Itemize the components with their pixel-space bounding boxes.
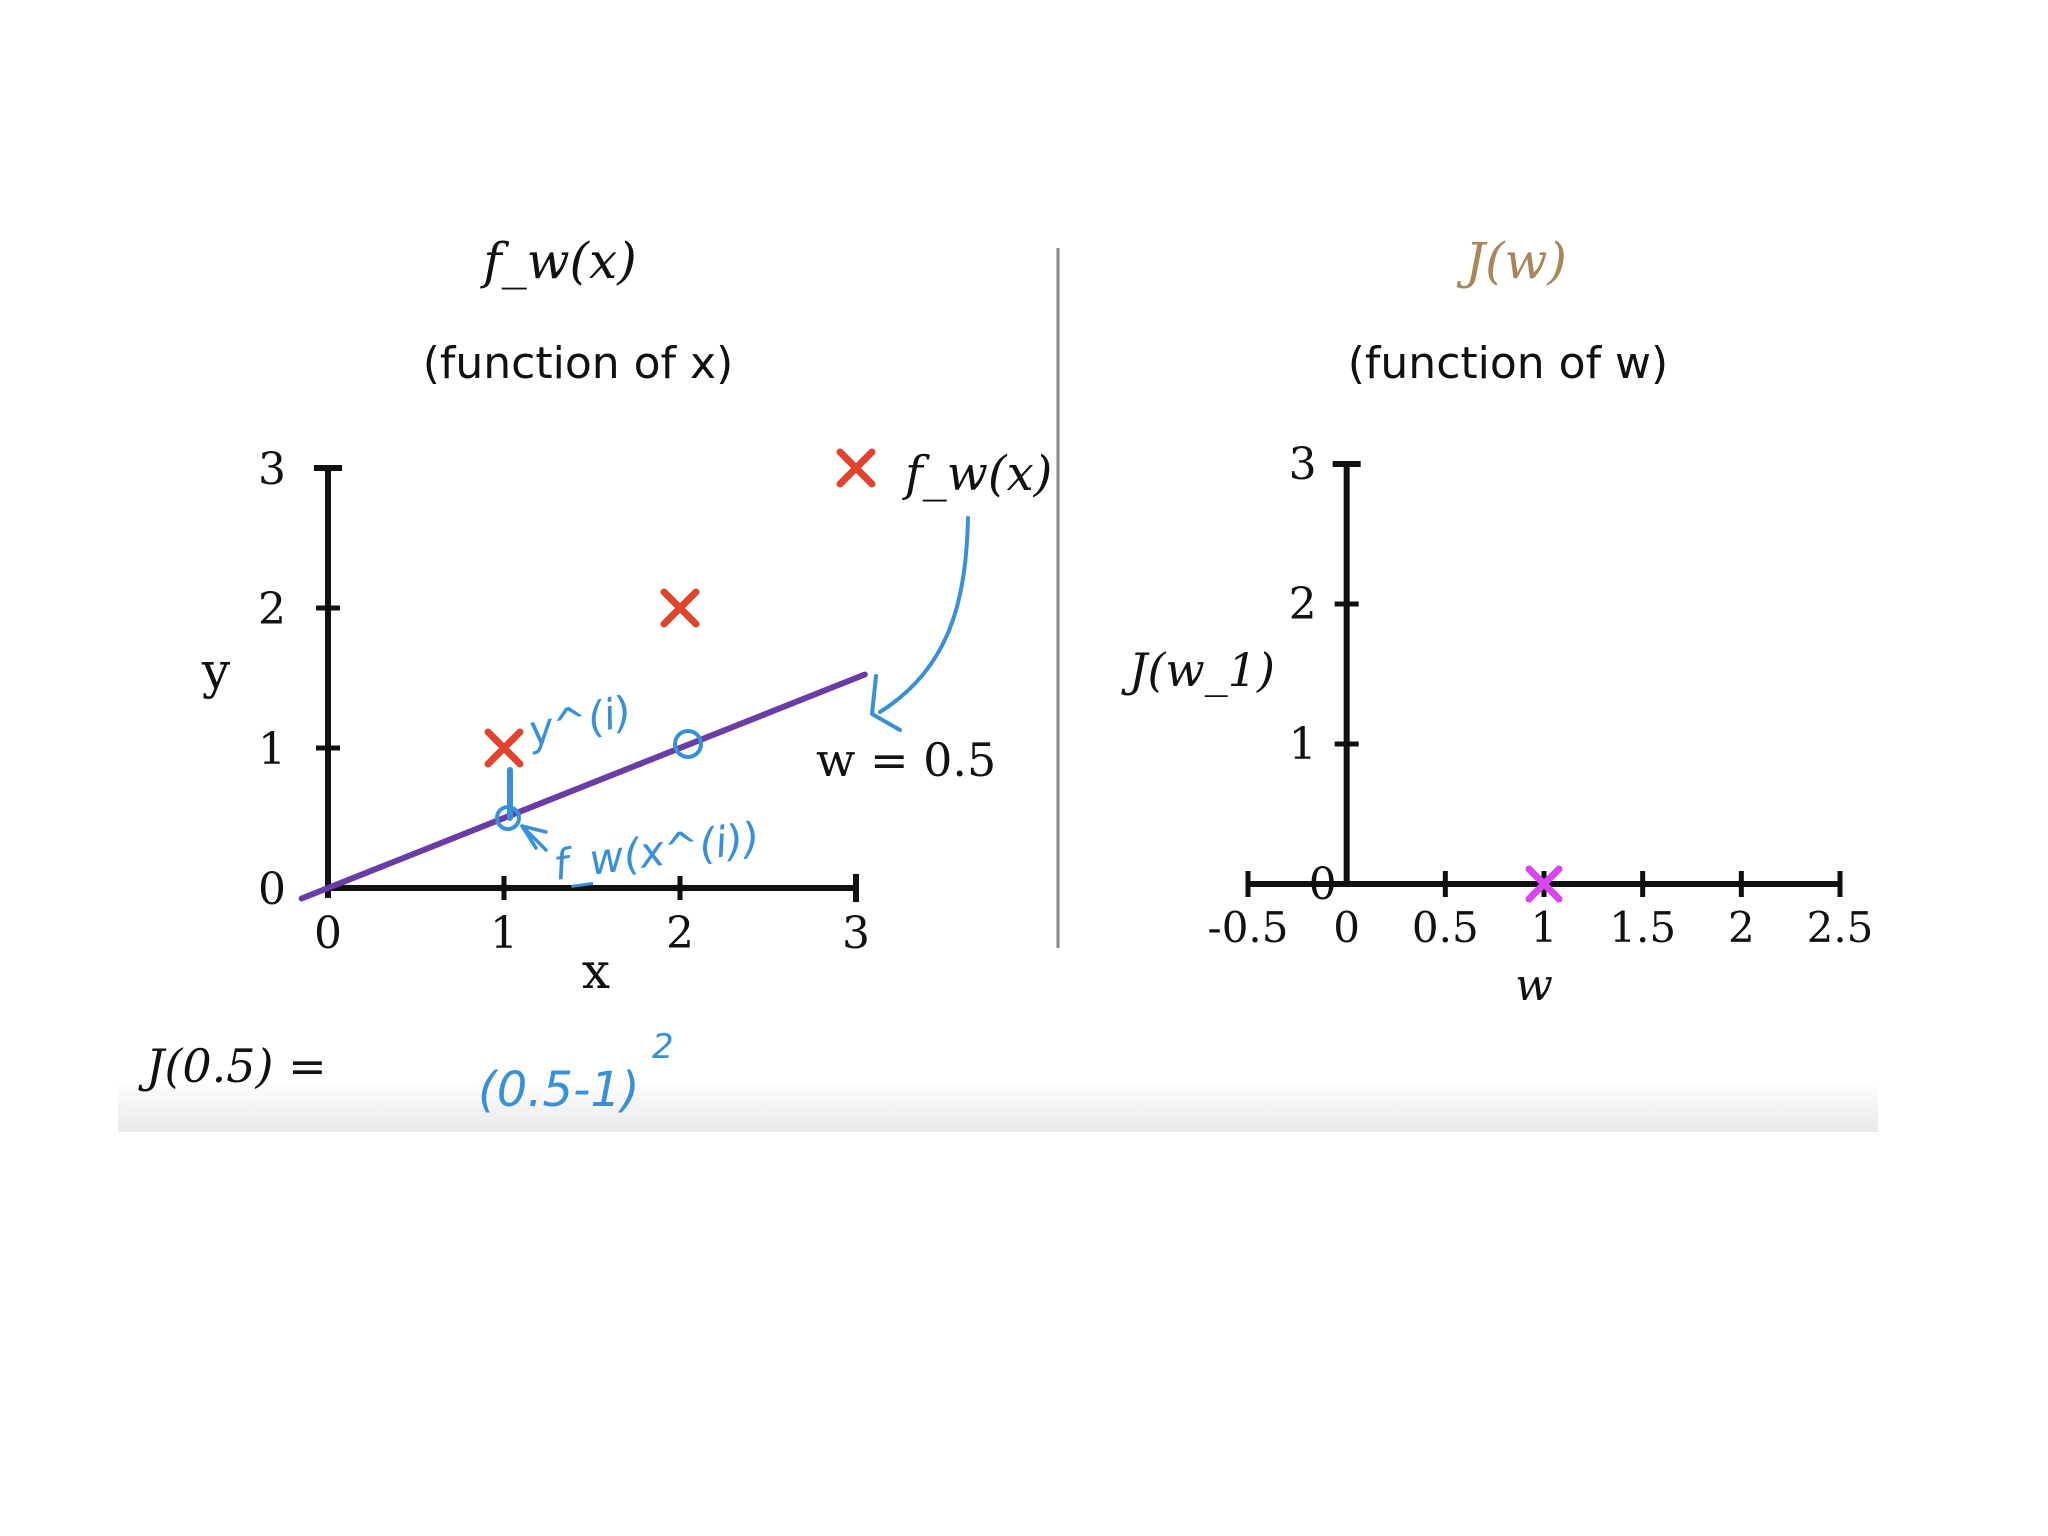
prediction-marker [495,805,521,831]
right-axes [1248,461,1840,887]
right-x-tick-label: 0.5 [1412,903,1479,952]
left-x-axis-label: x [582,942,610,1000]
fit-line-path [298,671,868,902]
data-point [1525,865,1563,903]
right-y-tick-label: 0 [1309,859,1337,910]
equation-exponent: 2 [652,1027,674,1067]
right-y-tick-label: 2 [1289,579,1317,630]
left-data-points [484,448,876,768]
fit-line [298,671,868,902]
left-x-tick-label: 3 [842,908,870,959]
left-axes [314,465,859,902]
y-i-label: y^(i) [522,686,636,756]
right-chart-title: J(w) [1456,232,1567,290]
right-x-tick-label: 2.5 [1807,903,1874,952]
data-point [660,588,700,628]
left-chart: f_w(x) (function of x) 0 1 2 3 0 1 2 3 x y f_w(… [201,232,1053,1000]
left-y-tick-label: 1 [258,724,286,775]
points-label: f_w(x) [902,446,1052,502]
left-y-axis-label: y [201,642,231,700]
arrowhead-icon [870,674,902,732]
left-tick-labels: 0 1 2 3 0 1 2 3 [258,444,870,959]
small-arrow-icon [520,824,548,852]
right-chart: J(w) (function of w) -0.5 0 0.5 1 1.5 2 2.5 0 1 2… [1121,232,1873,1011]
f-x-i-label: f_w(x^(i)) [551,813,763,890]
right-chart-subtitle: (function of w) [1348,338,1668,389]
line-label: w = 0.5 [816,733,996,787]
left-x-tick-label: 0 [314,908,342,959]
annotation-arrow [878,516,970,714]
right-y-tick-label: 1 [1289,719,1317,770]
right-x-tick-label: 0 [1333,903,1360,952]
prediction-marker [673,729,703,759]
equation-rhs: (0.5-1) [478,1062,640,1118]
right-data-points [1525,865,1563,903]
left-chart-title: f_w(x) [479,232,637,290]
left-x-tick-label: 1 [490,908,518,959]
right-x-tick-label: 1.5 [1609,903,1676,952]
equation-lhs: J(0.5) = [138,1039,327,1093]
right-tick-labels: -0.5 0 0.5 1 1.5 2 2.5 0 1 2 3 [1208,439,1874,952]
left-x-tick-label: 2 [666,908,694,959]
left-y-tick-label: 3 [258,444,286,495]
right-x-tick-label: -0.5 [1208,903,1289,952]
left-y-tick-label: 0 [258,864,286,915]
right-x-tick-label: 1 [1531,903,1558,952]
right-x-axis-label: w [1515,960,1553,1011]
left-chart-subtitle: (function of x) [423,338,734,389]
right-x-tick-label: 2 [1728,903,1755,952]
right-y-axis-label: J(w_1) [1121,643,1275,697]
right-y-tick-label: 3 [1289,439,1317,490]
data-point [484,728,524,768]
bottom-band [118,1080,1878,1132]
data-point [836,448,876,488]
left-y-tick-label: 2 [258,584,286,635]
cost-equation: J(0.5) = (0.5-1) 2 [138,1027,674,1118]
